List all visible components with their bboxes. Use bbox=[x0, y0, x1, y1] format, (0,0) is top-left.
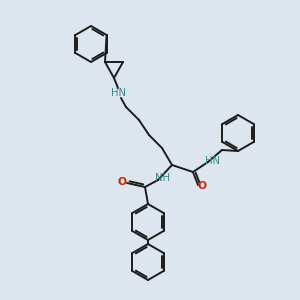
Text: HN: HN bbox=[110, 88, 125, 98]
Text: NH: NH bbox=[154, 173, 169, 183]
Text: O: O bbox=[118, 177, 127, 187]
Text: O: O bbox=[197, 181, 206, 191]
Text: HN: HN bbox=[206, 156, 220, 166]
